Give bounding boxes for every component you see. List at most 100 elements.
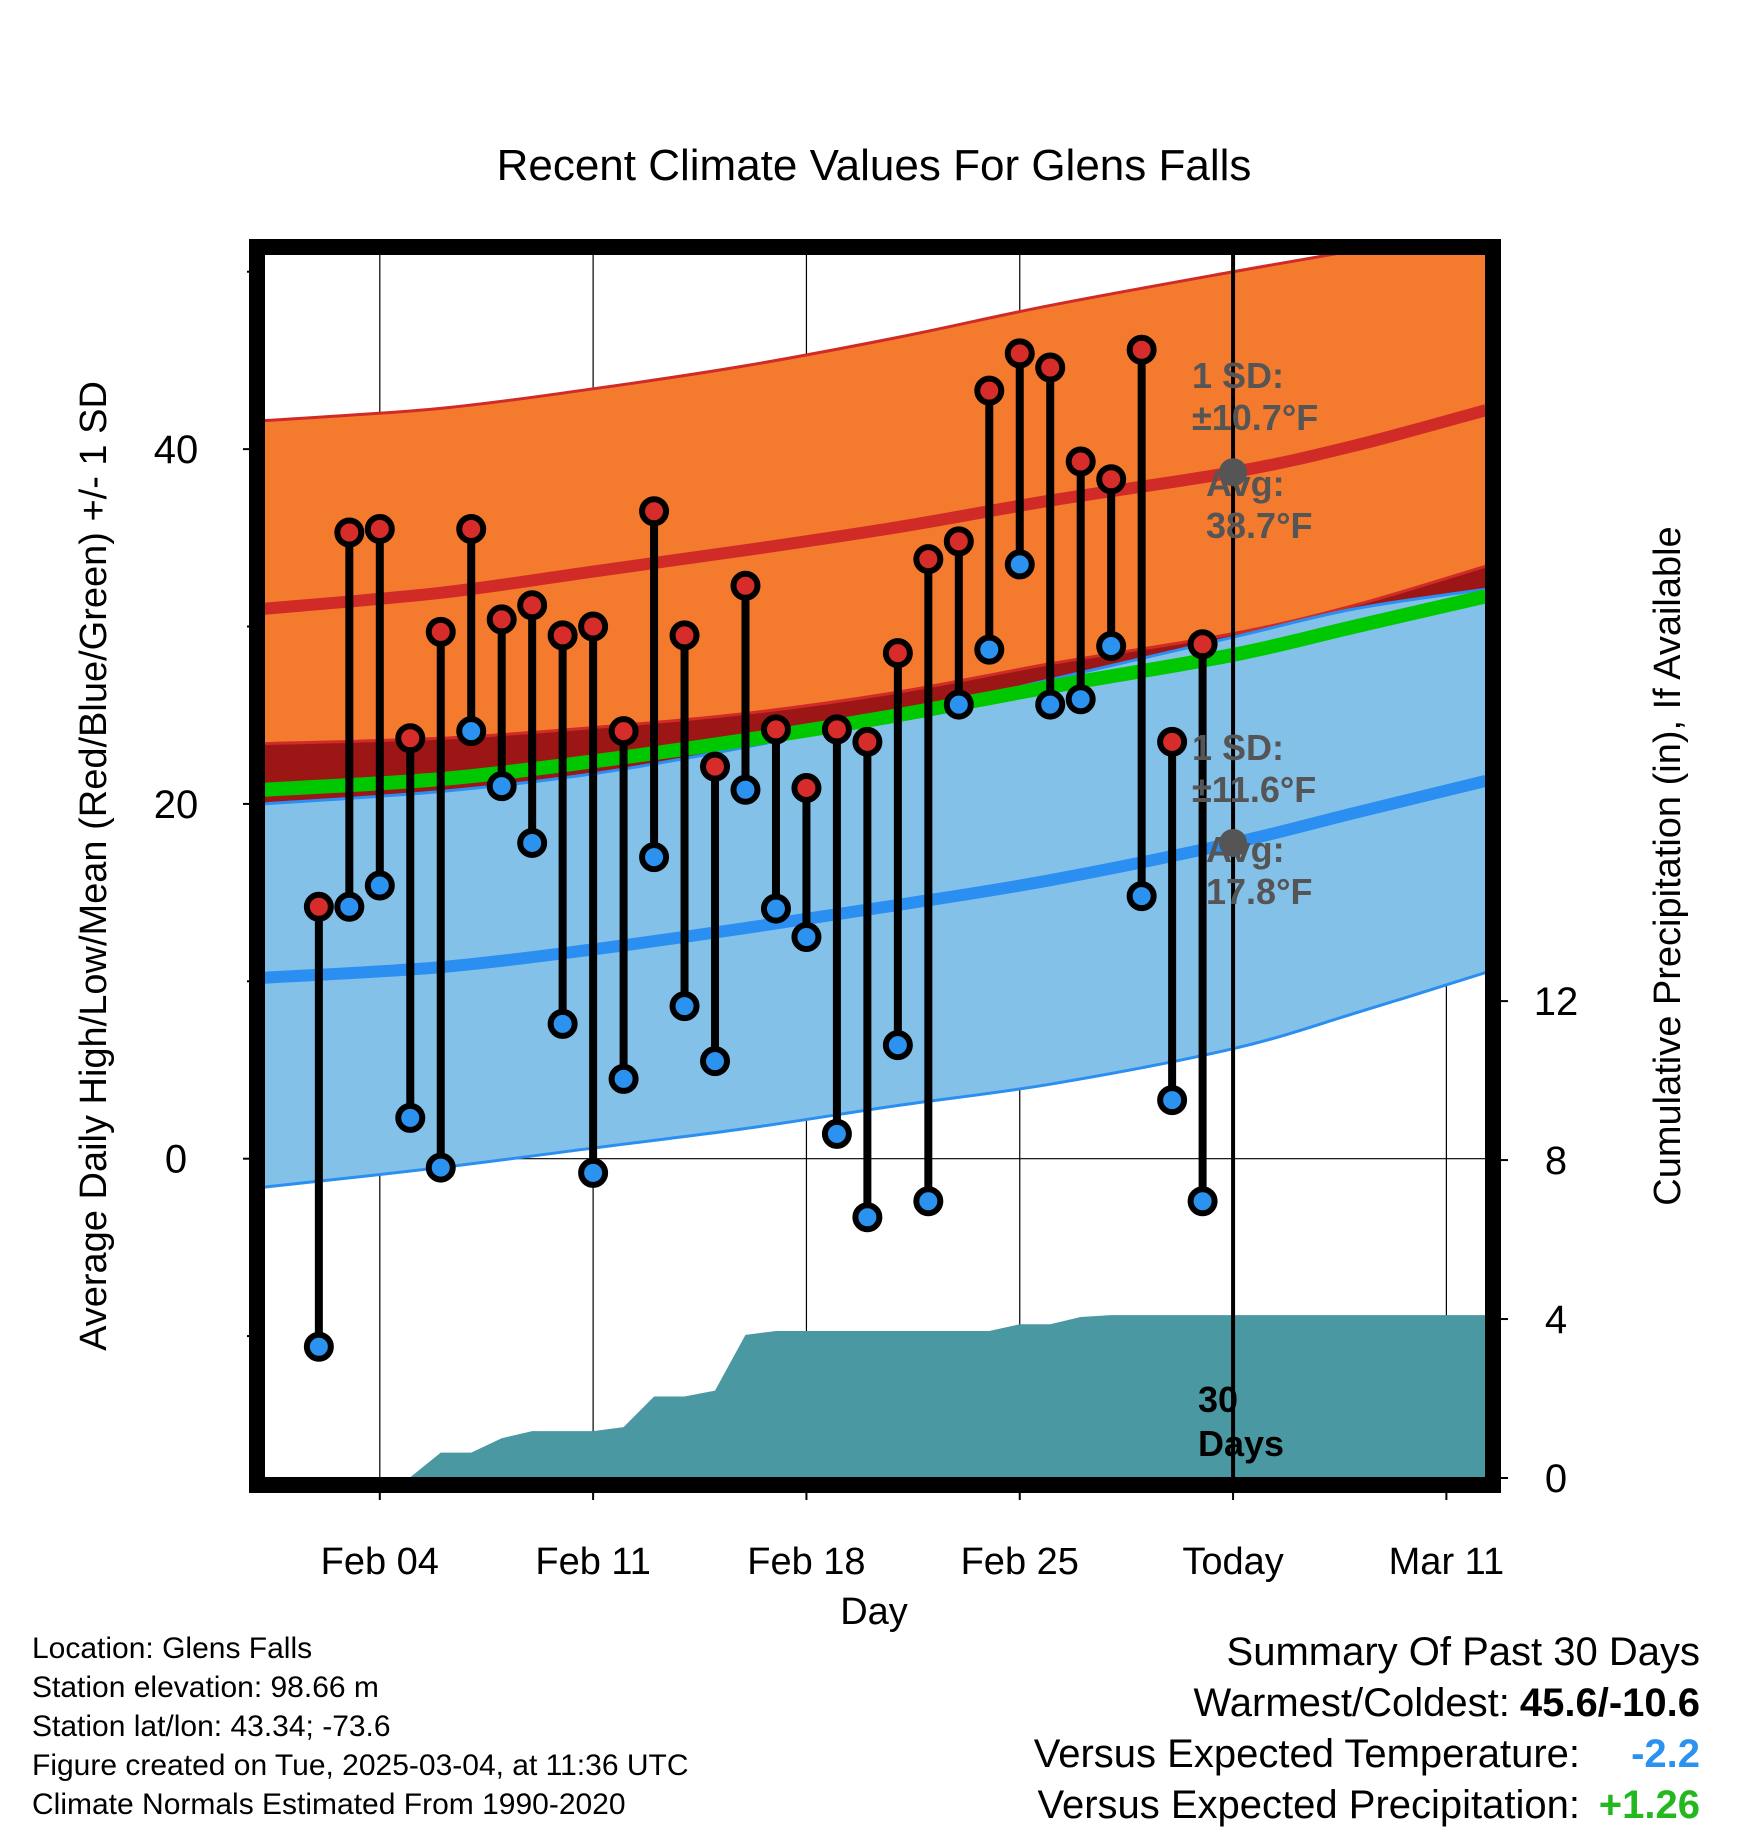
daily-low-marker <box>943 689 974 720</box>
days-count: 30 <box>1198 1379 1238 1420</box>
daily-low-marker <box>303 1331 334 1362</box>
daily-high-marker <box>821 714 852 745</box>
daily-high-marker <box>608 716 639 747</box>
daily-high-marker <box>974 375 1005 406</box>
precip-label: Versus Expected Precipitation: <box>1037 1783 1580 1827</box>
y-axis-label: Average Daily High/Low/Mean (Red/Blue/Gr… <box>73 381 115 1351</box>
annotations: 1 SD: ±10.7°F Avg: 38.7°F 1 SD: ±11.6°F … <box>1192 355 1318 1464</box>
today-high-avg-dot <box>1219 458 1248 487</box>
warm-cold-label: Warmest/Coldest: <box>1193 1681 1510 1725</box>
daily-high-marker <box>1187 629 1218 660</box>
daily-high-marker <box>1004 338 1035 369</box>
daily-low-marker <box>791 921 822 952</box>
daily-low-marker <box>700 1046 731 1077</box>
daily-high-marker <box>943 526 974 557</box>
daily-low-marker <box>517 827 548 858</box>
today-line-group <box>1219 254 1248 1478</box>
daily-low-marker <box>760 893 791 924</box>
daily-low-marker <box>669 991 700 1022</box>
daily-high-marker <box>791 772 822 803</box>
daily-low-marker <box>639 842 670 873</box>
daily-high-marker <box>395 723 426 754</box>
daily-low-marker <box>578 1157 609 1188</box>
daily-low-marker <box>730 774 761 805</box>
location-text: Location: Glens Falls <box>32 1632 313 1665</box>
created-text: Figure created on Tue, 2025-03-04, at 11… <box>32 1749 689 1782</box>
warm-cold-value: 45.6/-10.6 <box>1519 1681 1700 1725</box>
low-avg-value: 17.8°F <box>1206 871 1312 912</box>
daily-low-marker <box>1126 881 1157 912</box>
axes: 0 20 40 0 4 8 12 Feb 04 Feb 11 Feb 18 Feb 25 Today M… <box>154 270 1579 1583</box>
today-low-avg-dot <box>1219 828 1248 857</box>
daily-low-marker <box>913 1186 944 1217</box>
daily-low-marker <box>334 891 365 922</box>
x-tick-label: Feb 04 <box>321 1541 439 1583</box>
daily-high-marker <box>852 726 883 757</box>
high-average-line <box>264 404 1486 615</box>
daily-low-marker <box>395 1102 426 1133</box>
high-plus-sd-edge <box>264 254 1344 423</box>
high-avg-label: Avg: <box>1206 463 1285 504</box>
precip-cumulative-area <box>318 1315 1486 1478</box>
daily-low-marker <box>1035 689 1066 720</box>
elevation-text: Station elevation: 98.66 m <box>32 1671 379 1704</box>
daily-high-marker <box>639 496 670 527</box>
y2-tick-label: 4 <box>1545 1298 1567 1342</box>
daily-high-marker <box>364 513 395 544</box>
daily-high-marker <box>882 638 913 669</box>
daily-high-marker <box>456 513 487 544</box>
x-axis-label: Day <box>840 1591 908 1633</box>
daily-low-marker <box>1065 684 1096 715</box>
daily-high-marker <box>1126 334 1157 365</box>
daily-high-marker <box>1035 352 1066 383</box>
daily-high-marker <box>700 751 731 782</box>
daily-low-marker <box>364 870 395 901</box>
warm-cold-row: Warmest/Coldest: 45.6/-10.6 <box>1034 1678 1700 1729</box>
latlon-text: Station lat/lon: 43.34; -73.6 <box>32 1710 391 1743</box>
x-tick-label: Feb 11 <box>535 1541 650 1583</box>
normals-text: Climate Normals Estimated From 1990-2020 <box>32 1788 626 1821</box>
daily-markers <box>303 334 1218 1362</box>
daily-high-marker <box>1065 446 1096 477</box>
y2-tick-label: 8 <box>1545 1139 1567 1183</box>
low-minus-sd-edge <box>264 971 1486 1189</box>
daily-high-marker <box>303 891 334 922</box>
daily-high-marker <box>486 604 517 635</box>
daily-low-marker <box>425 1152 456 1183</box>
y2-tick-label: 12 <box>1534 980 1579 1024</box>
x-tick-label: Feb 18 <box>747 1541 865 1583</box>
low-sd-label: 1 SD: <box>1192 727 1284 768</box>
summary-title: Summary Of Past 30 Days <box>1226 1630 1700 1674</box>
daily-high-marker <box>669 620 700 651</box>
y-tick-label: 20 <box>154 783 199 827</box>
plot-frame <box>249 239 1501 1493</box>
daily-high-marker <box>1096 464 1127 495</box>
x-tick-label: Mar 11 <box>1389 1541 1504 1583</box>
x-tick-label: Today <box>1182 1541 1283 1583</box>
temp-label: Versus Expected Temperature: <box>1033 1732 1580 1776</box>
low-sd-value: ±11.6°F <box>1192 769 1316 810</box>
daily-low-marker <box>1096 631 1127 662</box>
temp-value: -2.2 <box>1631 1732 1700 1776</box>
chart-title: Recent Climate Values For Glens Falls <box>497 141 1252 190</box>
daily-low-marker <box>1187 1186 1218 1217</box>
daily-high-marker <box>334 517 365 548</box>
daily-high-marker <box>425 616 456 647</box>
overlap-band <box>264 566 1486 804</box>
daily-low-marker <box>456 716 487 747</box>
daily-low-marker <box>486 771 517 802</box>
normal-bands <box>264 254 1486 1189</box>
precip-value: +1.26 <box>1598 1783 1700 1827</box>
daily-low-marker <box>852 1202 883 1233</box>
daily-bars <box>314 349 1207 1347</box>
x-tick-label: Feb 25 <box>961 1541 1079 1583</box>
daily-low-marker <box>547 1008 578 1039</box>
daily-high-marker <box>547 620 578 651</box>
daily-low-marker <box>1004 549 1035 580</box>
station-info: Location: Glens Falls Station elevation:… <box>32 1629 689 1824</box>
temp-row: Versus Expected Temperature: -2.2 <box>1034 1729 1700 1780</box>
y-tick-label: 40 <box>154 428 199 472</box>
daily-low-marker <box>882 1030 913 1061</box>
daily-high-marker <box>913 544 944 575</box>
